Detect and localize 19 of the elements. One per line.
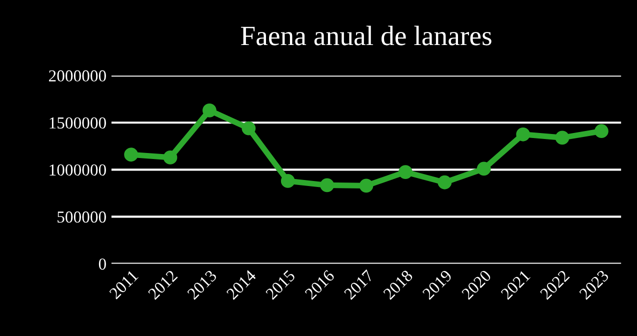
point bbox=[555, 130, 570, 145]
point bbox=[202, 103, 216, 118]
point bbox=[320, 178, 334, 192]
chart-title: Faena anual de lanares bbox=[240, 26, 492, 46]
point bbox=[163, 150, 178, 164]
point bbox=[398, 165, 412, 179]
point bbox=[516, 127, 530, 142]
point bbox=[476, 162, 491, 176]
point bbox=[594, 124, 608, 138]
point bbox=[280, 174, 295, 188]
y-tick-label: 0 bbox=[98, 258, 106, 270]
point bbox=[124, 148, 138, 162]
point bbox=[359, 178, 374, 193]
y-tick-label: 1500000 bbox=[50, 117, 106, 129]
y-tick-label: 500000 bbox=[58, 211, 106, 223]
point bbox=[242, 121, 256, 136]
y-tick-label: 2000000 bbox=[49, 70, 106, 82]
y-tick-label: 1000000 bbox=[50, 164, 106, 176]
point bbox=[438, 175, 452, 190]
